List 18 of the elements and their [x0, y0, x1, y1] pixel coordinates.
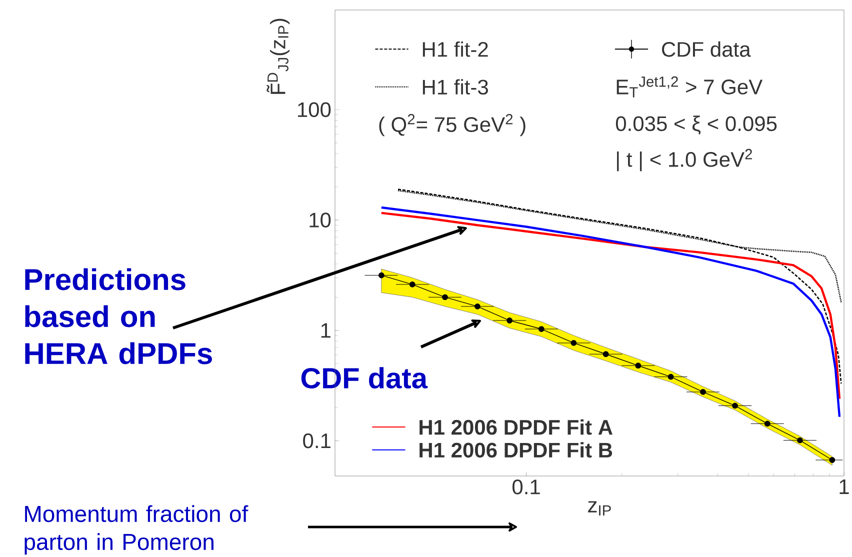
annotation: CDF data	[301, 367, 428, 388]
legend-label: CDF data	[662, 41, 751, 57]
y-tick-label: 0.1	[303, 433, 330, 448]
x-axis-title: z$_{IP}$	[588, 501, 611, 516]
text: Momentum fraction of parton in Pomeron	[24, 505, 248, 555]
legend-label: H1 fit-3	[422, 79, 488, 95]
y-tick-label: 100	[298, 102, 331, 118]
legend-label: H1 fit-2	[422, 41, 488, 57]
annotation: Predictions based on HERA dPDFs	[25, 268, 212, 364]
annotation: E$_{T}$$^{Jet1,2}$ > 7 GeV	[616, 76, 763, 98]
annotation: | t | < 1.0 GeV$^{2}$	[617, 148, 752, 172]
y-tick-label: 1	[321, 323, 330, 338]
annotation: 0.035 < ξ < 0.095	[616, 116, 777, 135]
legend-label: H1 2006 DPDF Fit A	[420, 419, 612, 435]
y-axis-title: F̃$^{D}$$_{JJ}$(z$_{IP}$)	[266, 18, 290, 94]
legend-label: H1 2006 DPDF Fit B	[420, 442, 612, 458]
y-tick-label: 10	[310, 212, 331, 228]
annotation: ( Q$^{2}$= 75 GeV$^{2}$ )	[379, 114, 526, 136]
